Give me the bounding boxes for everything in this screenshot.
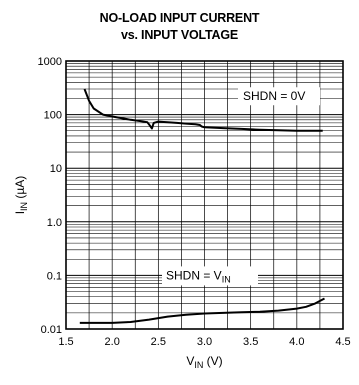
x-axis-label: VIN (V) [186,354,222,370]
series-label-shdn-vin: SHDN = VIN [166,268,231,284]
y-tick-label: 0.01 [41,324,62,336]
x-tick-label: 2.5 [151,336,166,348]
series-line [79,297,325,324]
plot-frame [65,60,344,330]
x-tick-label: 2.0 [105,336,120,348]
x-tick-labels: 1.5 2.0 2.5 3.0 3.5 4.0 4.5 [58,336,350,348]
x-tick-label: 4.0 [289,336,304,348]
y-axis-label-sub: IN [19,202,29,211]
x-tick-label: 1.5 [58,336,73,348]
chart-title-line1: NO-LOAD INPUT CURRENT [99,11,260,25]
x-tick-label: 3.5 [243,336,258,348]
x-axis-label-main: V [186,354,194,368]
x-tick-label: 4.5 [335,336,350,348]
series-label-bg [162,266,258,286]
y-tick-label: 100 [44,110,62,122]
series-line [83,88,323,132]
series-label-shdn-vin-sub: IN [222,274,231,284]
y-tick-label: 1.0 [47,217,62,229]
y-axis-label-unit: (µA) [13,176,27,202]
x-axis-label-sub: IN [194,360,203,370]
y-tick-label: 0.1 [47,270,62,282]
series-labels: SHDN = 0V SHDN = VIN [162,87,320,286]
series-label-bg [238,87,320,106]
series-label-shdn-vin-main: SHDN = V [166,268,222,282]
data-curves [79,88,325,324]
x-tick-label: 3.0 [197,336,212,348]
series-label-shdn-0v: SHDN = 0V [243,89,305,103]
y-axis-label: IIN (µA) [13,176,29,215]
y-tick-label: 10 [50,163,62,175]
y-tick-labels: 0.01 0.1 1.0 10 100 1000 [38,56,62,336]
y-tick-label: 1000 [38,56,62,68]
y-axis-label-main: I [13,211,27,214]
chart-title-line2: vs. INPUT VOLTAGE [121,28,238,42]
x-axis-label-unit: (V) [203,354,222,368]
